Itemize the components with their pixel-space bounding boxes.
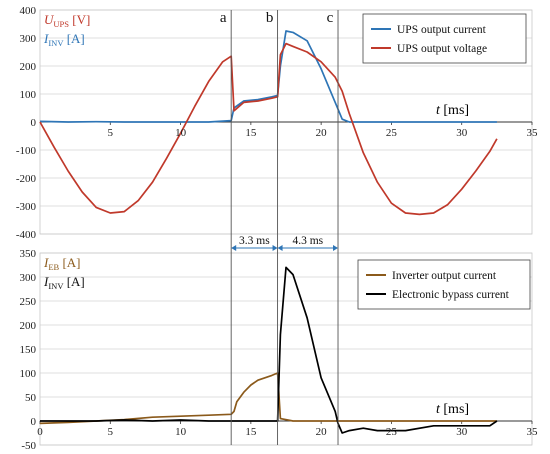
x-tick-label: 20 [316,127,328,139]
y-tick-label: -200 [16,173,37,185]
interval-label: 3.3 ms [239,235,270,247]
y-axis-label: IINV [A] [43,274,85,291]
x-tick-label: 5 [108,127,114,139]
markers-layer: a b c 3.3 ms 4.3 ms [220,10,339,445]
y-tick-label: 50 [25,392,37,404]
y-tick-label: -100 [16,145,37,157]
x-tick-label: 35 [527,127,539,139]
y-tick-label: -50 [21,440,36,452]
legend-label: UPS output voltage [397,43,487,55]
interval-arrowhead [231,245,237,251]
y-tick-label: -300 [16,201,37,213]
x-tick-label: 0 [37,426,43,438]
y-axis-label: IINV [A] [43,31,85,48]
interval-arrowhead [277,245,283,251]
x-tick-label: 5 [108,426,114,438]
legend-label: UPS output current [397,24,487,36]
x-tick-label: 10 [175,426,187,438]
legend-label: Inverter output current [392,270,497,282]
x-tick-label: 30 [456,127,468,139]
y-axis-label: UUPS [V] [44,12,90,29]
x-tick-label: 15 [245,426,257,438]
y-axis-label: IEB [A] [43,255,81,272]
y-tick-label: 350 [20,248,37,260]
y-tick-label: 300 [20,272,37,284]
marker-label: b [266,10,274,26]
series-line [40,266,498,434]
interval-arrowhead [333,245,339,251]
x-tick-label: 20 [316,426,328,438]
x-tick-label: 35 [527,426,539,438]
x-tick-label: 25 [386,426,398,438]
y-tick-label: 100 [20,368,37,380]
plot-frame [39,252,533,446]
axes-layer [39,9,533,446]
legend-box [357,259,531,310]
grid-layer [40,9,532,446]
y-tick-label: 0 [31,416,37,428]
series-line [39,372,497,425]
x-tick-label: 30 [456,426,468,438]
y-tick-label: 0 [31,117,37,129]
x-axis-label: t [ms] [436,103,469,118]
y-tick-label: 300 [20,33,37,45]
interval-arrowhead [272,245,278,251]
y-tick-label: -400 [16,229,37,241]
y-tick-label: 150 [20,344,37,356]
interval-label: 4.3 ms [292,235,323,247]
y-tick-label: 200 [20,61,37,73]
y-tick-label: 200 [20,320,37,332]
y-tick-label: 100 [20,89,37,101]
legend-label: Electronic bypass current [392,289,510,301]
marker-label: a [220,10,227,26]
x-tick-label: 15 [245,127,257,139]
x-axis-label: t [ms] [436,402,469,417]
x-tick-label: 25 [386,127,398,139]
y-tick-label: 400 [20,5,37,17]
legend-box [362,13,527,64]
y-tick-label: 250 [20,296,37,308]
marker-label: c [327,10,334,26]
x-tick-label: 10 [175,127,187,139]
